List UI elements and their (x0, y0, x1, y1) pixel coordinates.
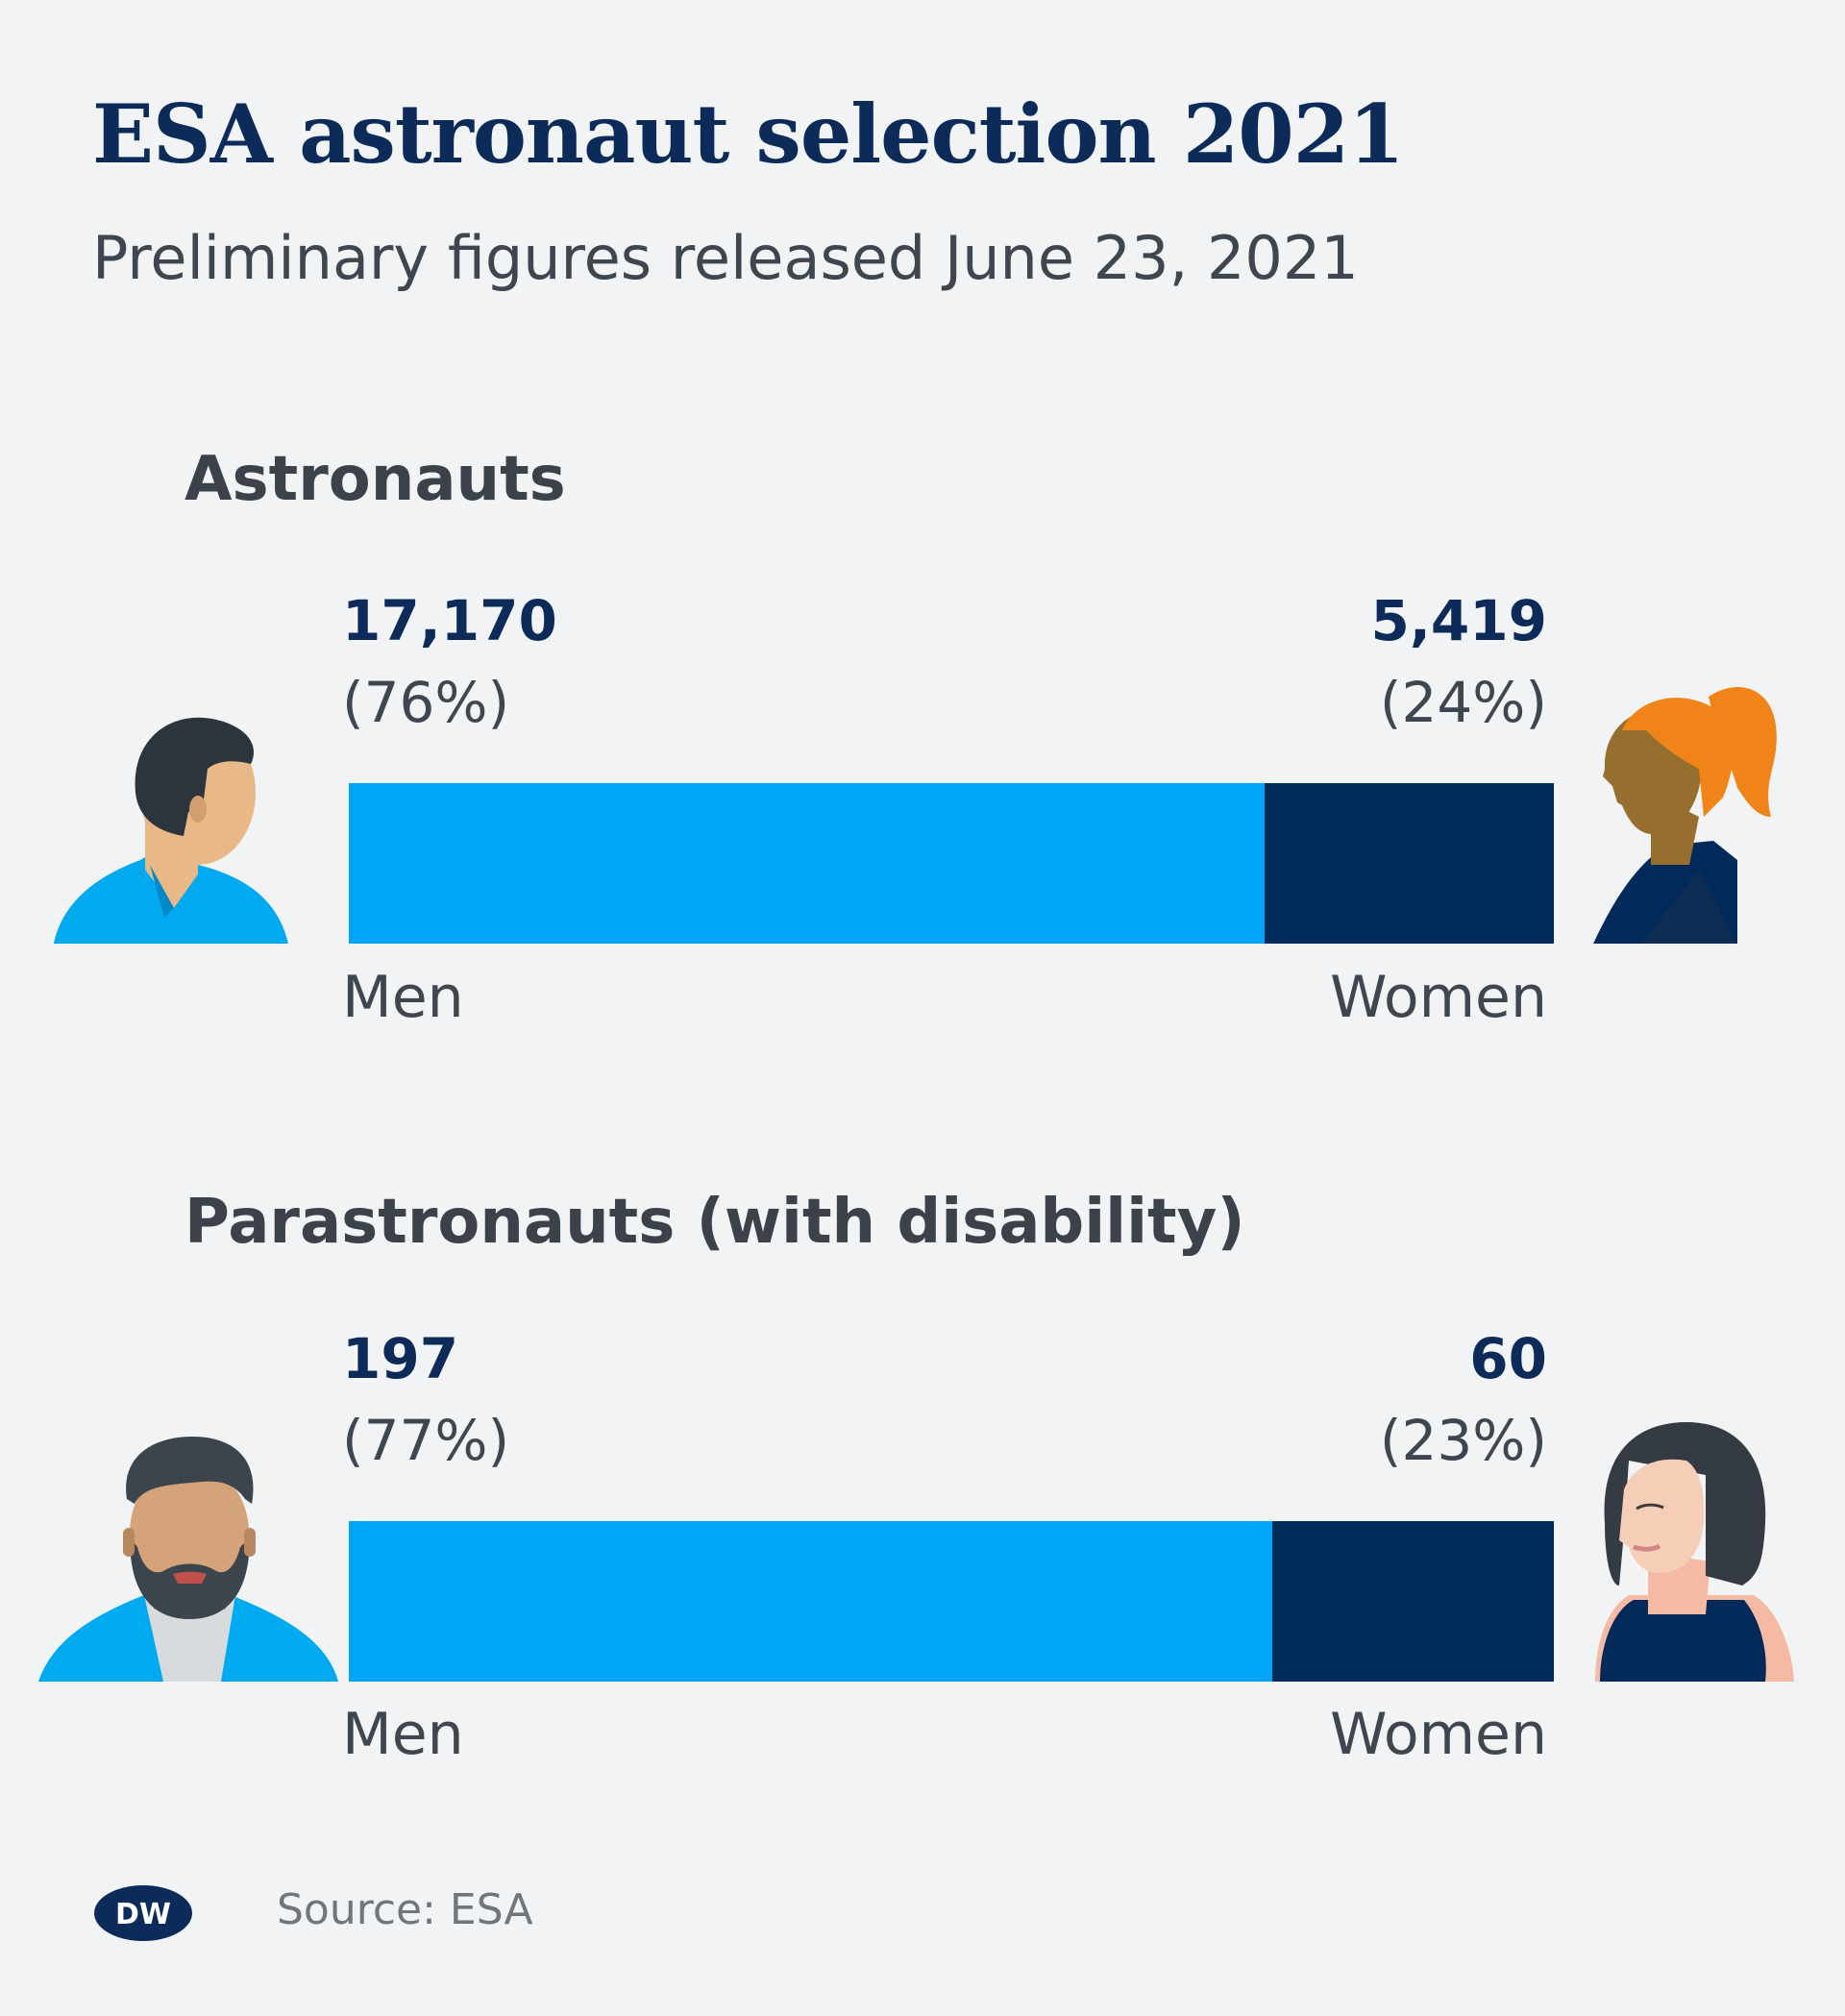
source-note: Source: ESA (277, 1885, 533, 1934)
percent-label-women-astronauts: (24%) (1379, 670, 1547, 735)
chart-subtitle: Preliminary figures released June 23, 20… (92, 223, 1359, 293)
value-label-men-parastronauts: 197 (342, 1326, 459, 1391)
dw-logo-text: DW (115, 1898, 171, 1931)
bar-segment-men (349, 1521, 1273, 1682)
bar-segment-women (1272, 1521, 1554, 1682)
category-label-women-parastronauts: Women (1330, 1701, 1547, 1768)
category-label-men-parastronauts: Men (342, 1701, 464, 1768)
woman-bob-portrait-icon (1595, 1422, 1794, 1682)
section-title-astronauts: Astronauts (184, 444, 566, 515)
bearded-man-portrait-icon (38, 1437, 338, 1682)
percent-label-men-parastronauts: (77%) (342, 1408, 510, 1473)
value-label-women-parastronauts: 60 (1469, 1326, 1547, 1391)
chart-title: ESA astronaut selection 2021 (92, 86, 1405, 182)
dw-logo-icon: DW (94, 1885, 192, 1941)
bar-segment-women (1265, 783, 1554, 944)
stacked-bar-astronauts (349, 783, 1554, 944)
woman-ponytail-portrait-icon (1593, 687, 1777, 944)
bar-segment-men (349, 783, 1266, 944)
man-portrait-icon (54, 717, 288, 944)
stacked-bar-parastronauts (349, 1521, 1554, 1682)
value-label-women-astronauts: 5,419 (1370, 588, 1547, 653)
percent-label-men-astronauts: (76%) (342, 670, 510, 735)
percent-label-women-parastronauts: (23%) (1379, 1408, 1547, 1473)
value-label-men-astronauts: 17,170 (342, 588, 557, 653)
section-title-parastronauts: Parastronauts (with disability) (184, 1187, 1245, 1258)
category-label-men-astronauts: Men (342, 964, 464, 1031)
category-label-women-astronauts: Women (1330, 964, 1547, 1031)
